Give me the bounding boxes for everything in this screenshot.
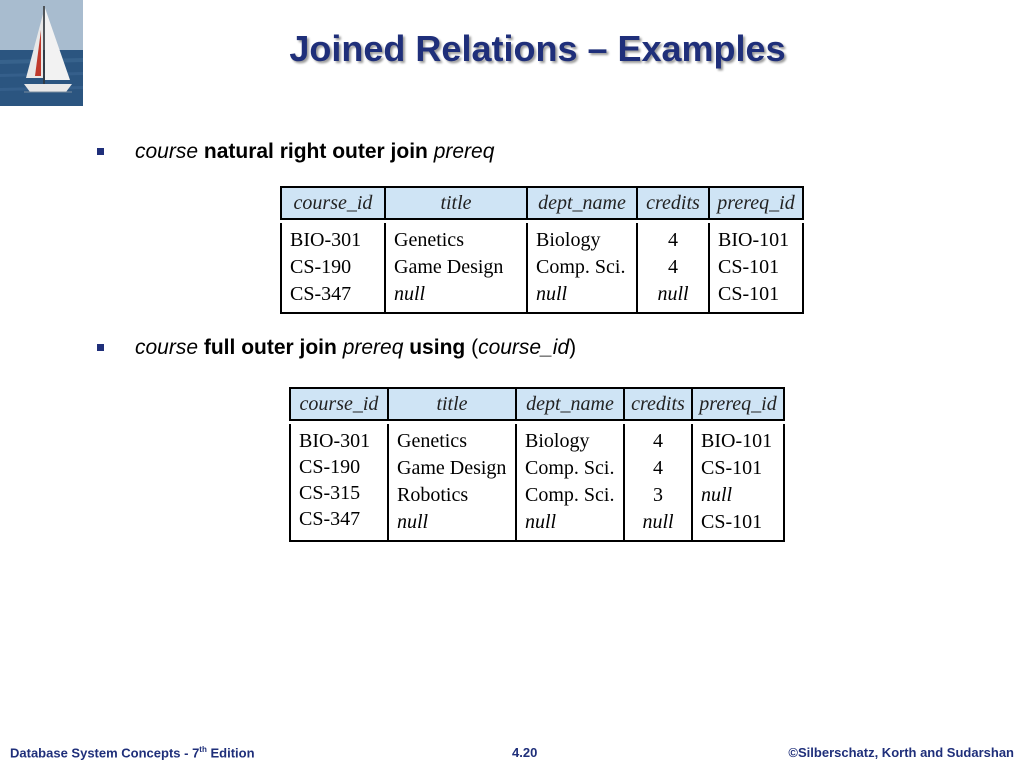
table-full-outer-join: course_id title dept_name credits prereq… <box>289 387 785 542</box>
cell-value: 3 <box>653 484 663 506</box>
column-header-credits: credits <box>636 186 710 220</box>
cell-value: Comp. Sci. <box>536 256 626 278</box>
footer-book-title: Database System Concepts - 7th Edition <box>10 745 255 760</box>
column-header-prereq-id: prereq_id <box>691 387 785 421</box>
square-bullet-icon <box>97 344 104 351</box>
table-cell: Biology Comp. Sci. Comp. Sci. null <box>515 424 625 542</box>
cell-value: BIO-101 <box>701 430 773 452</box>
bullet-text-part: course <box>135 140 199 163</box>
cell-value: CS-347 <box>299 508 361 530</box>
cell-value: null <box>394 283 426 305</box>
cell-value: Biology <box>536 229 601 251</box>
footer-book-sup: th <box>199 745 207 754</box>
table-cell: BIO-101 CS-101 null CS-101 <box>691 424 785 542</box>
bullet-text-part: ) <box>569 336 577 359</box>
column-header-dept-name: dept_name <box>515 387 625 421</box>
bullet-text: course full outer join prereq using (cou… <box>135 336 576 360</box>
cell-value: BIO-301 <box>299 430 371 452</box>
cell-value: null <box>536 283 568 305</box>
table-row: BIO-301 CS-190 CS-347 Genetics Game Desi… <box>280 223 804 314</box>
cell-value: CS-315 <box>299 482 361 504</box>
cell-value: Comp. Sci. <box>525 484 615 506</box>
cell-value: 4 <box>653 457 663 479</box>
cell-value: BIO-301 <box>290 229 362 251</box>
cell-value: null <box>701 484 733 506</box>
cell-value: 4 <box>668 229 678 251</box>
cell-value: Comp. Sci. <box>525 457 615 479</box>
table-cell: 4 4 3 null <box>623 424 693 542</box>
footer-page-number: 4.20 <box>512 745 538 760</box>
cell-value: CS-101 <box>701 457 763 479</box>
cell-value: Game Design <box>394 256 504 278</box>
bullet-text-part: course_id <box>478 336 570 359</box>
table-cell: BIO-101 CS-101 CS-101 <box>708 223 804 314</box>
column-header-dept-name: dept_name <box>526 186 638 220</box>
column-header-title: title <box>387 387 517 421</box>
bullet-text: course natural right outer join prereq <box>135 140 494 164</box>
cell-value: CS-101 <box>718 283 780 305</box>
bullet-text-part: using <box>403 336 472 359</box>
column-header-title: title <box>384 186 528 220</box>
bullet-text-part: prereq <box>433 140 495 163</box>
cell-value: CS-101 <box>701 511 763 533</box>
cell-value: 4 <box>653 430 663 452</box>
cell-value: BIO-101 <box>718 229 790 251</box>
cell-value: CS-101 <box>718 256 780 278</box>
footer-book-text: Database System Concepts - 7 <box>10 745 200 761</box>
cell-value: CS-347 <box>290 283 352 305</box>
bullet-text-part: prereq <box>342 336 404 359</box>
footer-copyright: ©Silberschatz, Korth and Sudarshan <box>788 745 1014 760</box>
cell-value: null <box>657 283 689 305</box>
cell-value: Robotics <box>397 484 469 506</box>
cell-value: Game Design <box>397 457 507 479</box>
table-cell: 4 4 null <box>636 223 710 314</box>
sailboat-logo <box>0 0 83 106</box>
table-cell: Genetics Game Design Robotics null <box>387 424 517 542</box>
table-right-outer-join: course_id title dept_name credits prereq… <box>280 186 804 314</box>
column-header-course-id: course_id <box>289 387 389 421</box>
slide-title: Joined Relations – Examples <box>289 28 786 69</box>
column-header-course-id: course_id <box>280 186 386 220</box>
table-cell: Genetics Game Design null <box>384 223 528 314</box>
footer-book-suffix: Edition <box>206 745 255 761</box>
cell-value: 4 <box>668 256 678 278</box>
cell-value: Biology <box>525 430 590 452</box>
bullet-text-part: full outer join <box>198 336 343 359</box>
table-cell: Biology Comp. Sci. null <box>526 223 638 314</box>
bullet-text-part: natural right outer join <box>198 140 434 163</box>
cell-value: CS-190 <box>290 256 352 278</box>
cell-value: Genetics <box>394 229 464 251</box>
cell-value: null <box>397 511 429 533</box>
column-header-prereq-id: prereq_id <box>708 186 804 220</box>
bullet-text-part: ( <box>471 336 479 359</box>
cell-value: Genetics <box>397 430 467 452</box>
square-bullet-icon <box>97 148 104 155</box>
cell-value: null <box>525 511 557 533</box>
bullet-text-part: course <box>135 336 199 359</box>
cell-value: CS-190 <box>299 456 361 478</box>
cell-value: null <box>642 511 674 533</box>
table-cell: BIO-301 CS-190 CS-315 CS-347 <box>289 424 389 542</box>
table-row: BIO-301 CS-190 CS-315 CS-347 Genetics Ga… <box>289 424 785 542</box>
table-cell: BIO-301 CS-190 CS-347 <box>280 223 386 314</box>
column-header-credits: credits <box>623 387 693 421</box>
